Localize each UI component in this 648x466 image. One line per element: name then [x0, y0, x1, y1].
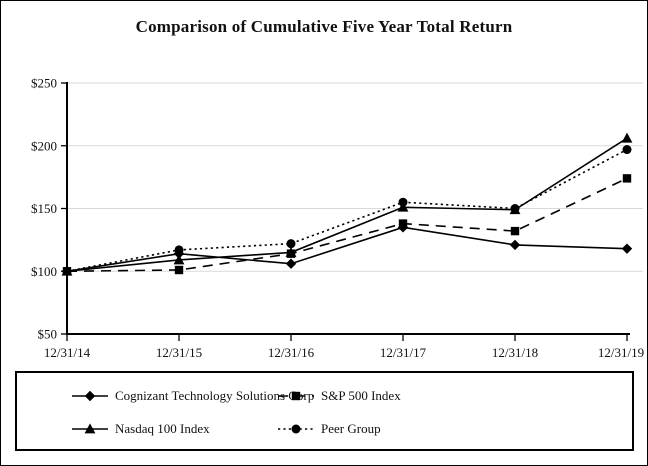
svg-text:$200: $200 — [31, 138, 57, 153]
legend-label: S&P 500 Index — [321, 388, 401, 403]
triangle-line-sample-icon — [72, 423, 108, 434]
legend-item-peer-group: Peer Group — [278, 421, 381, 436]
legend-label: Peer Group — [321, 421, 381, 436]
svg-text:12/31/17: 12/31/17 — [380, 345, 427, 360]
legend-label: Cognizant Technology Solutions Corp — [115, 388, 315, 403]
svg-text:12/31/15: 12/31/15 — [156, 345, 202, 360]
svg-text:$150: $150 — [31, 201, 57, 216]
diamond-line-sample-icon — [72, 390, 108, 402]
legend: Cognizant Technology Solutions Corp S&P … — [15, 371, 634, 451]
svg-text:$250: $250 — [31, 76, 57, 91]
svg-text:12/31/19: 12/31/19 — [598, 345, 644, 360]
svg-text:12/31/14: 12/31/14 — [44, 345, 91, 360]
svg-text:12/31/16: 12/31/16 — [268, 345, 315, 360]
legend-item-nasdaq: Nasdaq 100 Index — [72, 421, 210, 436]
legend-label: Nasdaq 100 Index — [115, 421, 210, 436]
svg-text:12/31/18: 12/31/18 — [492, 345, 538, 360]
legend-item-cognizant: Cognizant Technology Solutions Corp — [72, 388, 315, 403]
circle-dotted-line-sample-icon — [278, 424, 314, 434]
legend-item-sp500: S&P 500 Index — [278, 388, 401, 403]
chart-title: Comparison of Cumulative Five Year Total… — [135, 17, 513, 36]
svg-text:$50: $50 — [38, 327, 58, 342]
square-dashed-line-sample-icon — [278, 391, 314, 401]
svg-text:$100: $100 — [31, 264, 57, 279]
